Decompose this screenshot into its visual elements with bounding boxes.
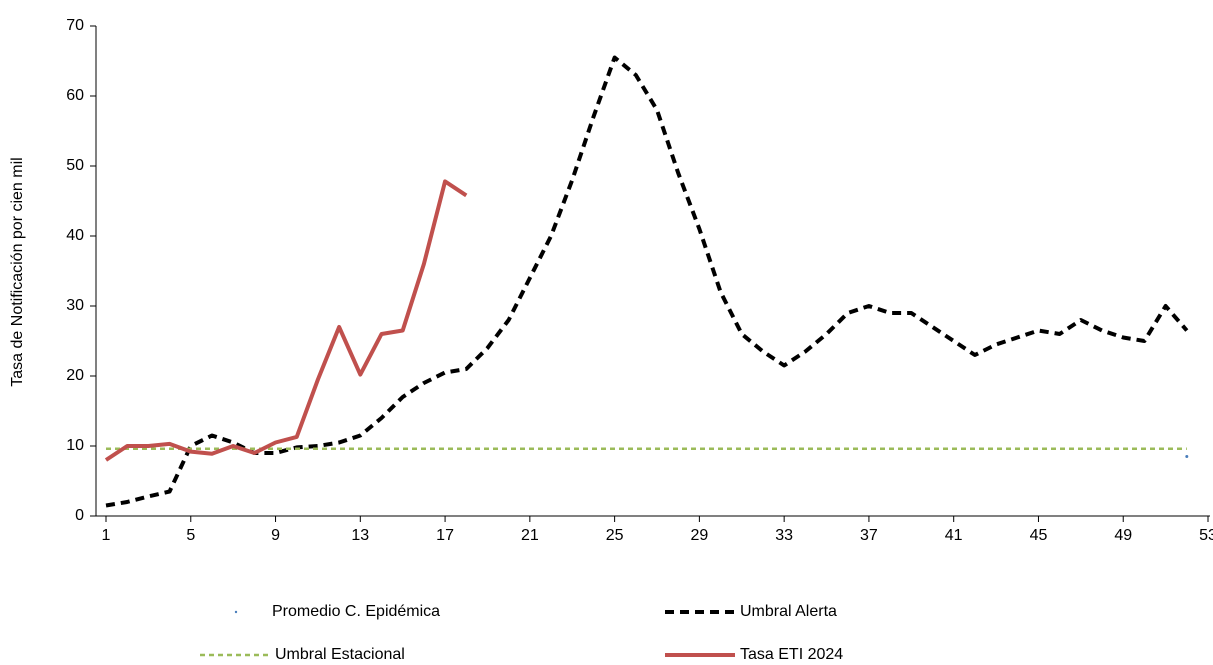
- y-axis-label: Tasa de Notificación por cien mil: [9, 157, 26, 386]
- y-tick-label: 60: [66, 87, 84, 104]
- x-tick-label: 33: [775, 527, 793, 544]
- x-tick-label: 13: [351, 527, 369, 544]
- x-tick-label: 21: [521, 527, 539, 544]
- x-tick-label: 41: [945, 527, 963, 544]
- legend-swatch: [234, 610, 238, 614]
- x-tick-label: 25: [606, 527, 624, 544]
- y-tick-label: 40: [66, 227, 84, 244]
- x-tick-label: 29: [690, 527, 708, 544]
- x-tick-label: 5: [186, 527, 195, 544]
- data-point: [1185, 455, 1189, 458]
- legend-label: Umbral Alerta: [740, 603, 837, 620]
- series-line: [105, 55, 1189, 508]
- x-tick-label: 49: [1114, 527, 1132, 544]
- y-tick-label: 50: [66, 157, 84, 174]
- x-tick-label: 1: [102, 527, 111, 544]
- x-tick-label: 53: [1199, 527, 1213, 544]
- legend-label: Umbral Estacional: [275, 646, 405, 663]
- series-line: [104, 179, 468, 462]
- y-tick-label: 70: [66, 17, 84, 34]
- x-tick-label: 45: [1030, 527, 1048, 544]
- legend-label: Promedio C. Epidémica: [272, 603, 440, 620]
- x-tick-label: 17: [436, 527, 454, 544]
- y-tick-label: 10: [66, 437, 84, 454]
- y-tick-label: 20: [66, 367, 84, 384]
- y-tick-label: 0: [75, 507, 84, 524]
- legend-label: Tasa ETI 2024: [740, 646, 843, 663]
- x-tick-label: 9: [271, 527, 280, 544]
- y-tick-label: 30: [66, 297, 84, 314]
- x-tick-label: 37: [860, 527, 878, 544]
